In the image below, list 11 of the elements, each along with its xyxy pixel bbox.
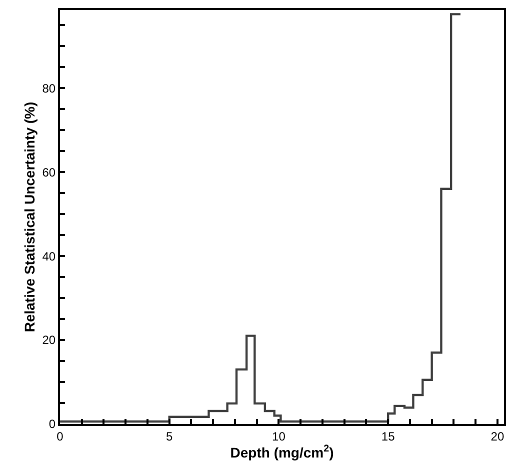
x-tick-label: 15 — [381, 429, 396, 444]
y-tick-label: 40 — [42, 249, 56, 264]
x-tick-label: 5 — [166, 429, 174, 444]
x-tick-label: 20 — [490, 429, 504, 444]
x-tick-label: 10 — [272, 429, 286, 444]
y-tick-label: 0 — [48, 417, 56, 432]
y-tick-label: 60 — [42, 165, 56, 180]
y-tick-label: 80 — [42, 81, 56, 96]
y-axis-title: Relative Statistical Uncertainty (%) — [21, 102, 38, 332]
y-tick-label: 20 — [42, 333, 56, 348]
x-axis-title: Depth (mg/cm$^{2}$) — [230, 443, 334, 460]
